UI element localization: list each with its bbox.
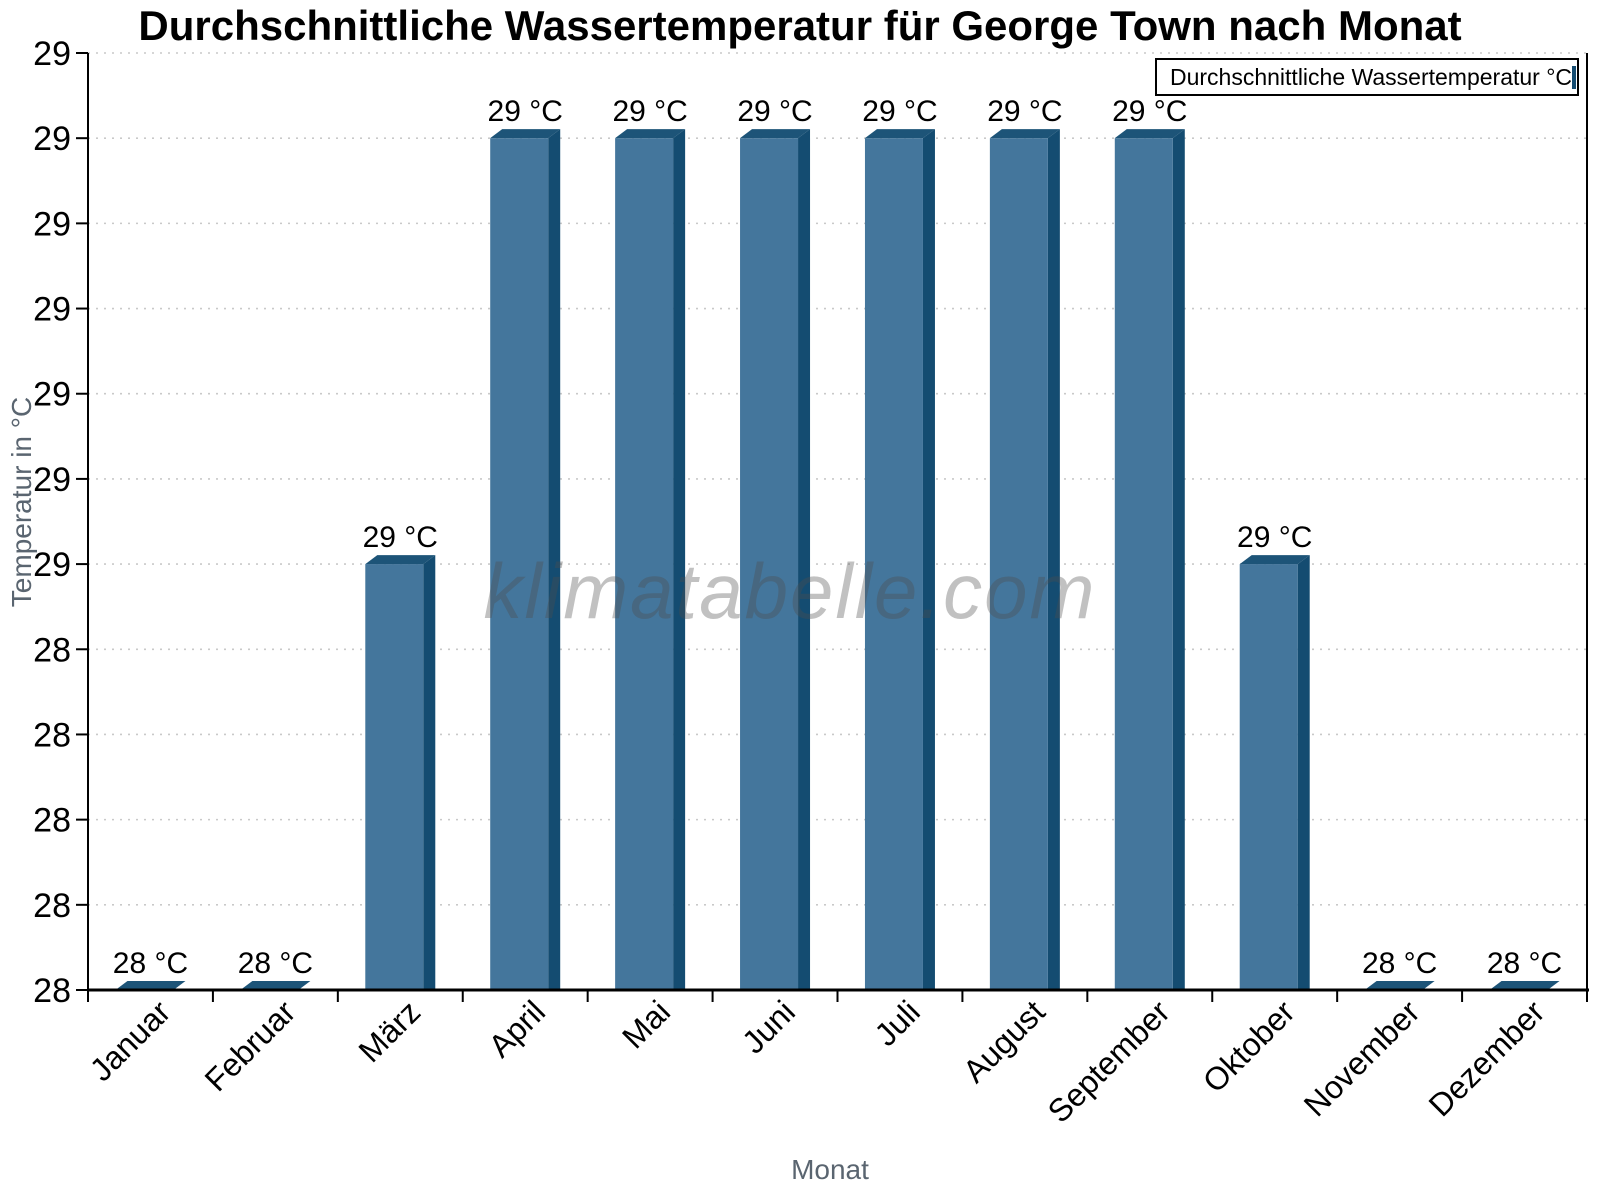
- y-tick-label: 28: [33, 716, 71, 754]
- y-tick-label: 28: [33, 972, 71, 1010]
- bar-side-face: [423, 555, 436, 990]
- bar-top-face: [490, 129, 561, 139]
- y-tick-label: 29: [33, 461, 71, 499]
- bar-value-label: 29 °C: [737, 95, 812, 128]
- x-tick-label-oktober: Oktober: [1196, 993, 1302, 1099]
- bar-side-face: [548, 129, 561, 990]
- bar-mai: [615, 138, 674, 990]
- chart-title: Durchschnittliche Wassertemperatur für G…: [138, 2, 1462, 49]
- bar-top-face: [615, 129, 686, 139]
- y-axis-title: Temperatur in °C: [6, 396, 37, 608]
- bar-oktober: [1239, 564, 1298, 990]
- bar-top-face: [115, 981, 186, 990]
- bar-september: [1114, 138, 1173, 990]
- bar-value-label: 29 °C: [488, 95, 563, 128]
- bar-value-label: 29 °C: [363, 521, 438, 554]
- bar-top-face: [1489, 981, 1560, 990]
- bar-value-label: 28 °C: [238, 947, 313, 980]
- y-tick-label: 28: [33, 802, 71, 840]
- bar-top-face: [1114, 129, 1185, 139]
- bar-value-label: 29 °C: [987, 95, 1062, 128]
- x-tick-label-august: August: [956, 993, 1052, 1089]
- x-tick-label-september: September: [1041, 993, 1177, 1129]
- bar-value-label: 29 °C: [1237, 521, 1312, 554]
- bar-märz: [365, 564, 424, 990]
- bar-value-label: 28 °C: [113, 947, 188, 980]
- bar-side-face: [922, 129, 935, 990]
- bar-value-label: 28 °C: [1362, 947, 1437, 980]
- legend-label: Durchschnittliche Wassertemperatur °C: [1170, 63, 1573, 90]
- bar-side-face: [673, 129, 686, 990]
- bar-top-face: [365, 555, 436, 565]
- bar-side-face: [798, 129, 811, 990]
- x-tick-label-november: November: [1297, 993, 1427, 1123]
- bar-side-face: [1047, 129, 1060, 990]
- y-tick-label: 29: [33, 291, 71, 329]
- bar-side-face: [1172, 129, 1185, 990]
- bar-value-label: 29 °C: [862, 95, 937, 128]
- bar-juli: [864, 138, 923, 990]
- x-tick-label-februar: Februar: [198, 993, 303, 1098]
- y-tick-label: 29: [33, 35, 71, 73]
- legend-swatch-icon: [1572, 65, 1577, 89]
- bar-top-face: [740, 129, 811, 139]
- y-tick-label: 28: [33, 631, 71, 669]
- x-tick-label-juli: Juli: [868, 993, 927, 1052]
- bar-juni: [740, 138, 799, 990]
- legend: Durchschnittliche Wassertemperatur °C: [1155, 58, 1579, 96]
- bar-side-face: [1297, 555, 1310, 990]
- bar-top-face: [1364, 981, 1435, 990]
- bar-april: [490, 138, 549, 990]
- bar-value-label: 29 °C: [612, 95, 687, 128]
- x-tick-label-juni: Juni: [735, 993, 802, 1060]
- x-tick-label-april: April: [481, 993, 552, 1064]
- bar-top-face: [240, 981, 311, 990]
- y-tick-label: 29: [33, 120, 71, 158]
- bar-top-face: [864, 129, 935, 139]
- x-tick-label-märz: März: [352, 993, 428, 1069]
- y-tick-label: 29: [33, 205, 71, 243]
- x-axis-title: Monat: [791, 1154, 869, 1185]
- y-tick-label: 29: [33, 376, 71, 414]
- bar-value-label: 28 °C: [1487, 947, 1562, 980]
- bar-value-label: 29 °C: [1112, 95, 1187, 128]
- x-tick-label-januar: Januar: [83, 993, 178, 1088]
- y-tick-label: 29: [33, 546, 71, 584]
- bar-august: [989, 138, 1048, 990]
- bar-top-face: [989, 129, 1060, 139]
- bar-top-face: [1239, 555, 1310, 565]
- x-tick-label-dezember: Dezember: [1422, 993, 1552, 1123]
- y-tick-label: 28: [33, 887, 71, 925]
- x-tick-label-mai: Mai: [615, 993, 677, 1055]
